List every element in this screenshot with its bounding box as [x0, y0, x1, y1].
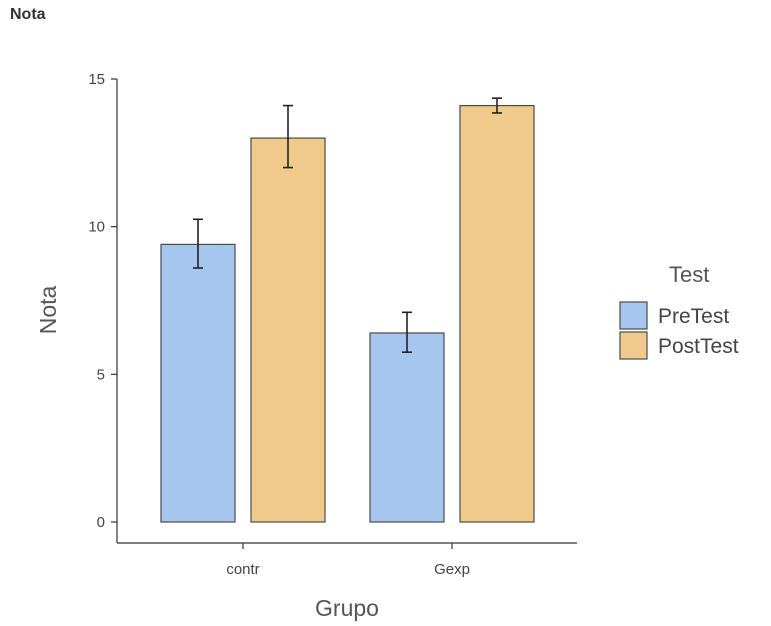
y-tick-label: 0 — [97, 514, 105, 531]
bar-posttest-contr — [250, 137, 326, 523]
legend: Test PreTest PostTest — [619, 262, 739, 360]
y-tick-label: 5 — [97, 366, 105, 383]
x-axis-title: Grupo — [315, 595, 379, 621]
x-tick-label: contr — [226, 561, 259, 578]
y-tick-label: 10 — [88, 219, 105, 236]
error-bar — [283, 104, 293, 169]
legend-swatch — [619, 301, 648, 330]
y-tick-label: 15 — [88, 71, 105, 88]
legend-title: Test — [669, 262, 709, 287]
legend-item-posttest: PostTest — [619, 331, 739, 360]
bar-posttest-gexp — [459, 104, 535, 523]
legend-swatch — [619, 331, 648, 360]
bars — [160, 97, 535, 523]
error-bar — [402, 311, 412, 353]
legend-label: PreTest — [658, 305, 729, 328]
legend-item-pretest: PreTest — [619, 301, 729, 330]
y-ticks: 0 5 10 15 — [88, 71, 117, 531]
error-bar — [492, 97, 502, 114]
plot-area: 0 5 10 15 contr Gexp — [88, 71, 577, 578]
bar-pretest-contr — [160, 243, 236, 523]
x-ticks: contr Gexp — [226, 543, 470, 578]
y-axis-title: Nota — [35, 286, 61, 335]
legend-items: PreTest PostTest — [619, 301, 739, 360]
page-title: Nota — [10, 6, 46, 23]
bar-pretest-gexp — [369, 332, 445, 523]
legend-label: PostTest — [658, 335, 739, 358]
error-bar — [193, 218, 203, 269]
x-tick-label: Gexp — [434, 561, 470, 578]
